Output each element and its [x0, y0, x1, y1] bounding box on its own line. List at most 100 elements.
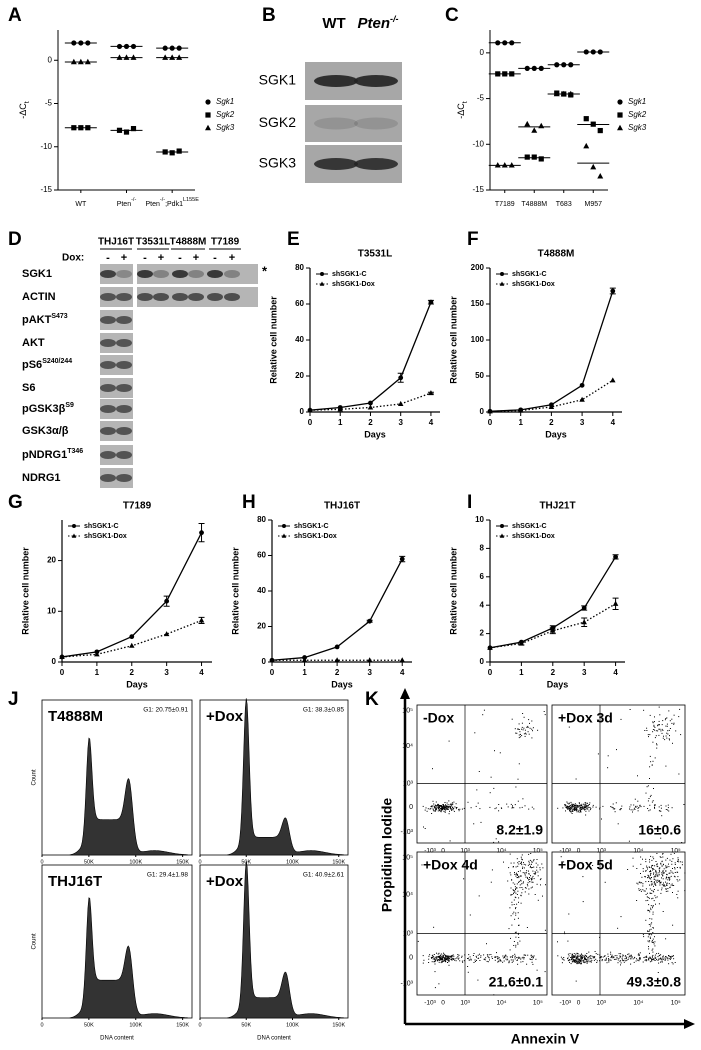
flow-event: [602, 956, 604, 958]
flow-event: [658, 734, 660, 736]
flow-event: [545, 884, 546, 886]
flow-event: [527, 954, 529, 956]
blot-column-label-part: -/-: [390, 14, 399, 24]
flow-event: [571, 810, 573, 812]
flow-event: [652, 869, 653, 871]
flow-event: [592, 806, 594, 808]
chart-title: THJ16T: [324, 501, 360, 512]
flow-event: [652, 897, 654, 899]
blot-column-label: WT: [322, 15, 345, 32]
marker: [72, 524, 76, 528]
flow-event: [628, 955, 630, 957]
flow-event: [515, 866, 517, 868]
flow-event: [576, 808, 578, 810]
flow-event: [597, 953, 599, 955]
flow-event: [660, 863, 662, 865]
flow-event: [565, 807, 567, 808]
flow-event: [652, 907, 653, 909]
flow-event: [433, 954, 435, 955]
flow-event: [498, 961, 500, 963]
flow-event: [617, 823, 619, 825]
marker: [77, 58, 84, 65]
flow-label: +Dox 4d: [423, 857, 478, 873]
flow-event: [504, 957, 506, 959]
flow-event: [467, 801, 469, 803]
marker: [554, 62, 560, 68]
flow-event: [575, 961, 577, 963]
flow-event: [653, 900, 655, 902]
flow-event: [666, 877, 668, 879]
flow-event: [445, 807, 447, 809]
flow-event: [512, 866, 514, 868]
flow-event: [531, 881, 533, 883]
flow-event: [444, 954, 446, 956]
flow-event: [513, 904, 515, 905]
dox-label: Dox:: [62, 253, 84, 264]
flow-event: [663, 884, 665, 885]
flow-event: [668, 810, 670, 812]
flow-event: [498, 960, 500, 962]
flow-event: [637, 775, 638, 777]
flow-event: [575, 804, 577, 806]
flow-event: [444, 958, 446, 960]
x-tick-label: 1: [519, 668, 524, 677]
flow-event: [572, 810, 574, 812]
flow-event: [442, 809, 444, 810]
flow-event: [657, 889, 659, 891]
flow-event: [521, 883, 523, 885]
flow-event: [658, 724, 660, 726]
marker: [176, 148, 182, 154]
flow-event: [651, 958, 652, 960]
flow-event: [649, 888, 651, 890]
flow-event: [433, 958, 435, 960]
x-tick-label: 50K: [84, 859, 94, 865]
flow-event: [453, 801, 455, 803]
flow-event: [433, 806, 435, 808]
flow-event: [672, 955, 674, 957]
flow-event: [631, 956, 633, 958]
y-tick-label: 50: [475, 371, 484, 380]
flow-event: [574, 808, 576, 810]
flow-event: [656, 880, 658, 882]
flow-event: [422, 962, 424, 964]
flow-event: [544, 929, 546, 931]
flow-event: [672, 892, 673, 893]
flow-event: [630, 954, 632, 956]
flow-event: [660, 958, 662, 960]
flow-event: [585, 959, 586, 961]
flow-event: [638, 955, 640, 957]
flow-event: [588, 956, 590, 958]
flow-event: [647, 899, 649, 901]
marker: [205, 99, 211, 105]
flow-event: [658, 954, 660, 956]
flow-event: [514, 953, 516, 955]
blot-band: [314, 117, 358, 130]
marker: [508, 162, 515, 168]
blot-band: [314, 75, 358, 87]
flow-event: [649, 861, 651, 863]
flow-event: [511, 961, 513, 963]
y-tick-label: 0: [480, 48, 485, 57]
flow-event: [677, 890, 679, 892]
flow-event: [515, 908, 516, 910]
flow-event: [649, 925, 651, 927]
histogram: [69, 897, 188, 1019]
flow-event: [577, 806, 579, 808]
flow-event: [630, 958, 632, 960]
flow-event: [578, 803, 580, 805]
flow-event: [625, 960, 627, 962]
marker: [579, 382, 585, 388]
legend-label: shSGK1-C: [294, 523, 329, 530]
flow-event: [674, 868, 676, 870]
flow-event: [571, 958, 572, 960]
flow-event: [448, 957, 450, 959]
y-axis-label-part: t: [462, 101, 469, 103]
flow-event: [511, 956, 513, 957]
flow-event: [662, 720, 664, 722]
flow-event: [662, 875, 664, 877]
flow-event: [649, 874, 651, 876]
flow-event: [438, 955, 440, 957]
flow-event: [573, 808, 575, 810]
flow-event: [649, 871, 651, 873]
flow-event: [659, 884, 661, 886]
